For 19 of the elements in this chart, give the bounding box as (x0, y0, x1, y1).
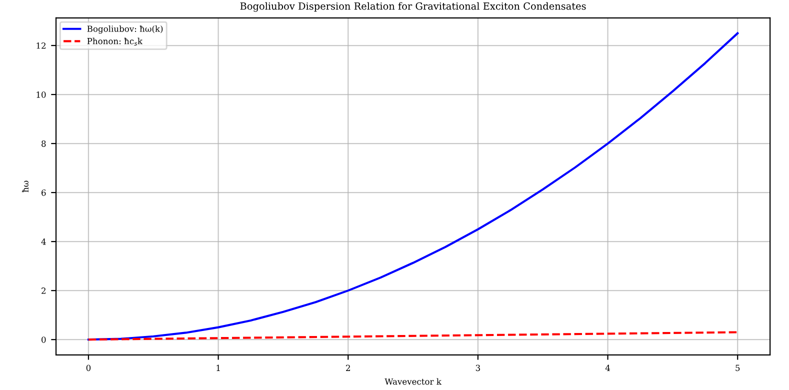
y-tick-label: 2 (42, 288, 46, 294)
legend-label: Bogoliubov: ħω(k) (87, 25, 163, 34)
x-axis-title: Wavevector k (384, 378, 442, 385)
y-axis-title: ħω (22, 180, 28, 192)
x-tick-label: 2 (346, 364, 350, 371)
x-tick-label: 3 (476, 364, 480, 372)
y-tick-label: 8 (42, 140, 46, 147)
y-tick-label: 6 (42, 190, 46, 196)
legend-label: Phonon: ħc$_{s}$k (87, 38, 143, 46)
chart-title: Bogoliubov Dispersion Relation for Gravitational Exciton Condensates (240, 2, 586, 12)
y-tick-label: 12 (36, 42, 46, 49)
x-tick-label: 5 (736, 364, 740, 372)
x-tick-label: 4 (605, 364, 610, 371)
x-tick-label: 0 (86, 364, 91, 372)
line-series (87, 32, 739, 341)
x-tick-label: 1 (216, 364, 220, 371)
y-tick-label: 0 (42, 336, 46, 343)
y-tick-label: 10 (36, 92, 46, 98)
y-tick-label: 4 (41, 238, 46, 245)
